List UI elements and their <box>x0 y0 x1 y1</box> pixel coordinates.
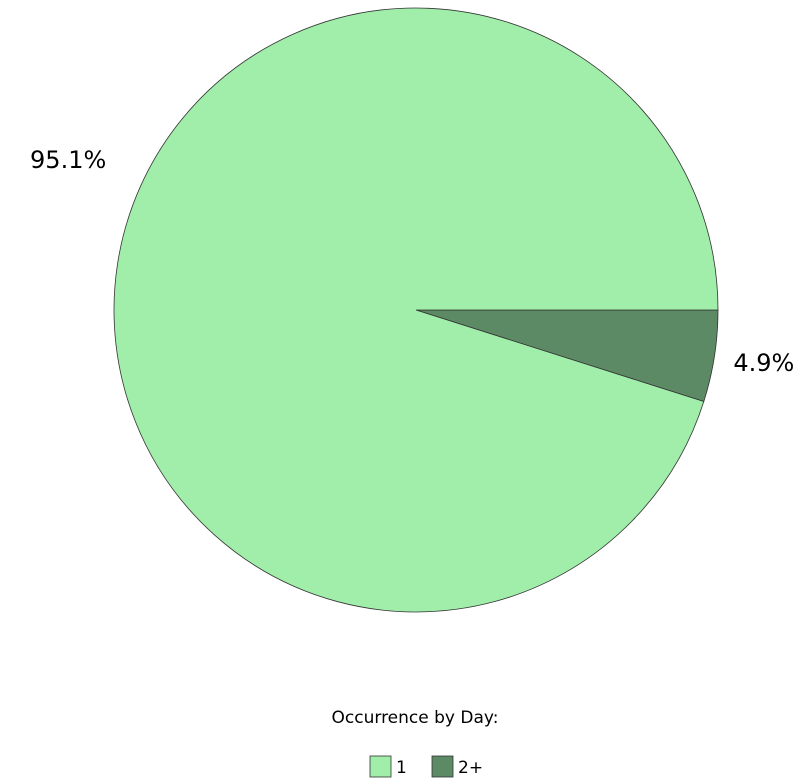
legend-label: 1 <box>396 758 407 778</box>
legend-label: 2+ <box>458 758 483 778</box>
legend-swatch <box>431 755 454 778</box>
data-label: 95.1% <box>30 146 106 174</box>
legend-swatch <box>369 755 392 778</box>
pie-slice <box>113 7 719 613</box>
data-label: 4.9% <box>733 349 794 377</box>
legend-title: Occurrence by Day: <box>332 708 499 728</box>
